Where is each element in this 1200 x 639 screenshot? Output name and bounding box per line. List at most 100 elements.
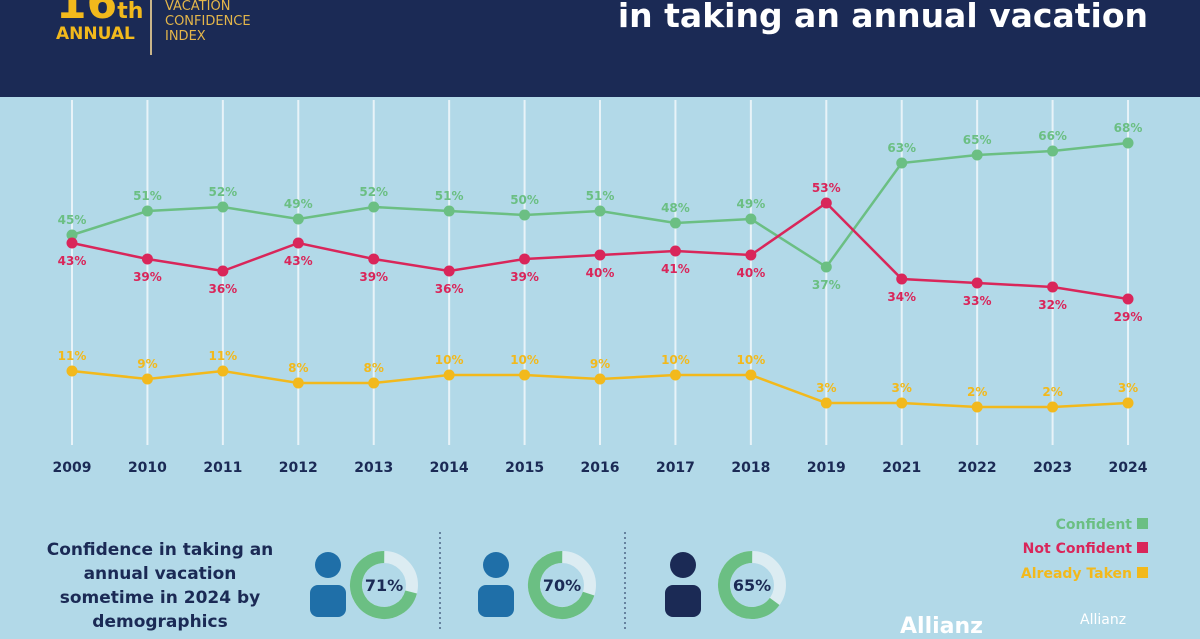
data-point	[368, 201, 380, 213]
allianz-logo: Allianz	[900, 614, 983, 639]
data-point	[217, 201, 229, 213]
data-point	[896, 157, 908, 169]
legend-not-confident: Not Confident	[1023, 541, 1148, 557]
data-label: 51%	[435, 189, 464, 203]
donut-label: 70%	[543, 576, 581, 595]
data-label: 39%	[359, 270, 388, 284]
donut-fill	[350, 551, 418, 619]
data-label: 43%	[284, 254, 313, 268]
data-label: 45%	[58, 213, 87, 227]
data-label: 50%	[510, 193, 539, 207]
data-label: 36%	[208, 282, 237, 296]
data-label: 52%	[359, 185, 388, 199]
data-point	[1122, 137, 1134, 149]
data-label: 66%	[1038, 129, 1067, 143]
data-label: 63%	[887, 141, 916, 155]
logo-divider	[150, 0, 152, 55]
data-point	[1047, 145, 1059, 157]
x-tick-label: 2015	[505, 460, 544, 476]
data-point	[971, 277, 983, 289]
allianz-text: Allianz	[1080, 612, 1127, 628]
data-point	[66, 365, 78, 377]
data-point	[669, 245, 681, 257]
data-point	[669, 217, 681, 229]
donut-fill	[528, 551, 596, 619]
data-point	[292, 377, 304, 389]
x-tick-label: 2012	[279, 460, 318, 476]
person-icon	[478, 552, 514, 617]
data-label: 51%	[586, 189, 615, 203]
x-tick-label: 2019	[807, 460, 846, 476]
data-label: 37%	[812, 278, 841, 292]
data-label: 39%	[133, 270, 162, 284]
x-tick-label: 2023	[1033, 460, 1072, 476]
data-point	[519, 209, 531, 221]
data-point	[1047, 401, 1059, 413]
data-point	[443, 369, 455, 381]
data-label: 10%	[737, 353, 766, 367]
data-label: 40%	[737, 266, 766, 280]
data-label: 36%	[435, 282, 464, 296]
x-tick-label: 2009	[53, 460, 92, 476]
data-point	[745, 369, 757, 381]
donut-label: 65%	[733, 576, 771, 595]
donut-label: 71%	[365, 576, 403, 595]
data-label: 33%	[963, 294, 992, 308]
data-point	[820, 397, 832, 409]
data-point	[745, 213, 757, 225]
data-point	[519, 253, 531, 265]
data-point	[443, 205, 455, 217]
data-label: 40%	[586, 266, 615, 280]
logo-number: 16th	[56, 0, 144, 29]
logo-annual: ANNUAL	[56, 24, 135, 44]
data-point	[594, 249, 606, 261]
data-label: 53%	[812, 181, 841, 195]
logo-line: VACATION	[165, 0, 231, 14]
person-icon	[310, 552, 346, 617]
data-label: 39%	[510, 270, 539, 284]
x-tick-label: 2022	[958, 460, 997, 476]
data-point	[594, 205, 606, 217]
data-label: 34%	[887, 290, 916, 304]
data-label: 68%	[1114, 121, 1143, 135]
data-point	[820, 261, 832, 273]
x-tick-label: 2016	[581, 460, 620, 476]
data-label: 49%	[737, 197, 766, 211]
logo-line: INDEX	[165, 29, 206, 44]
donut-fill	[718, 551, 786, 619]
data-point	[971, 149, 983, 161]
header: 16th ANNUAL VACATION CONFIDENCE INDEX in…	[0, 0, 1200, 97]
x-tick-label: 2017	[656, 460, 695, 476]
data-point	[896, 273, 908, 285]
x-tick-label: 2024	[1109, 460, 1148, 476]
data-point	[669, 369, 681, 381]
data-label: 51%	[133, 189, 162, 203]
data-point	[820, 197, 832, 209]
logo-line: CONFIDENCE	[165, 14, 251, 29]
data-point	[368, 253, 380, 265]
data-label: 11%	[208, 349, 237, 363]
data-point	[292, 237, 304, 249]
data-label: 32%	[1038, 298, 1067, 312]
x-tick-label: 2011	[203, 460, 242, 476]
data-point	[1122, 397, 1134, 409]
data-point	[141, 253, 153, 265]
data-label: 11%	[58, 349, 87, 363]
person-icon	[665, 552, 701, 617]
x-tick-label: 2010	[128, 460, 167, 476]
data-point	[141, 373, 153, 385]
data-point	[141, 205, 153, 217]
data-label: 48%	[661, 201, 690, 215]
legend-already-taken: Already Taken	[1021, 566, 1148, 582]
data-point	[66, 237, 78, 249]
data-label: 10%	[510, 353, 539, 367]
chart-title: in taking an annual vacation	[617, 0, 1148, 35]
data-label: 8%	[288, 361, 308, 375]
data-point	[1122, 293, 1134, 305]
data-label: 10%	[661, 353, 690, 367]
data-point	[594, 373, 606, 385]
data-label: 41%	[661, 262, 690, 276]
data-label: 29%	[1114, 310, 1143, 324]
data-point	[519, 369, 531, 381]
